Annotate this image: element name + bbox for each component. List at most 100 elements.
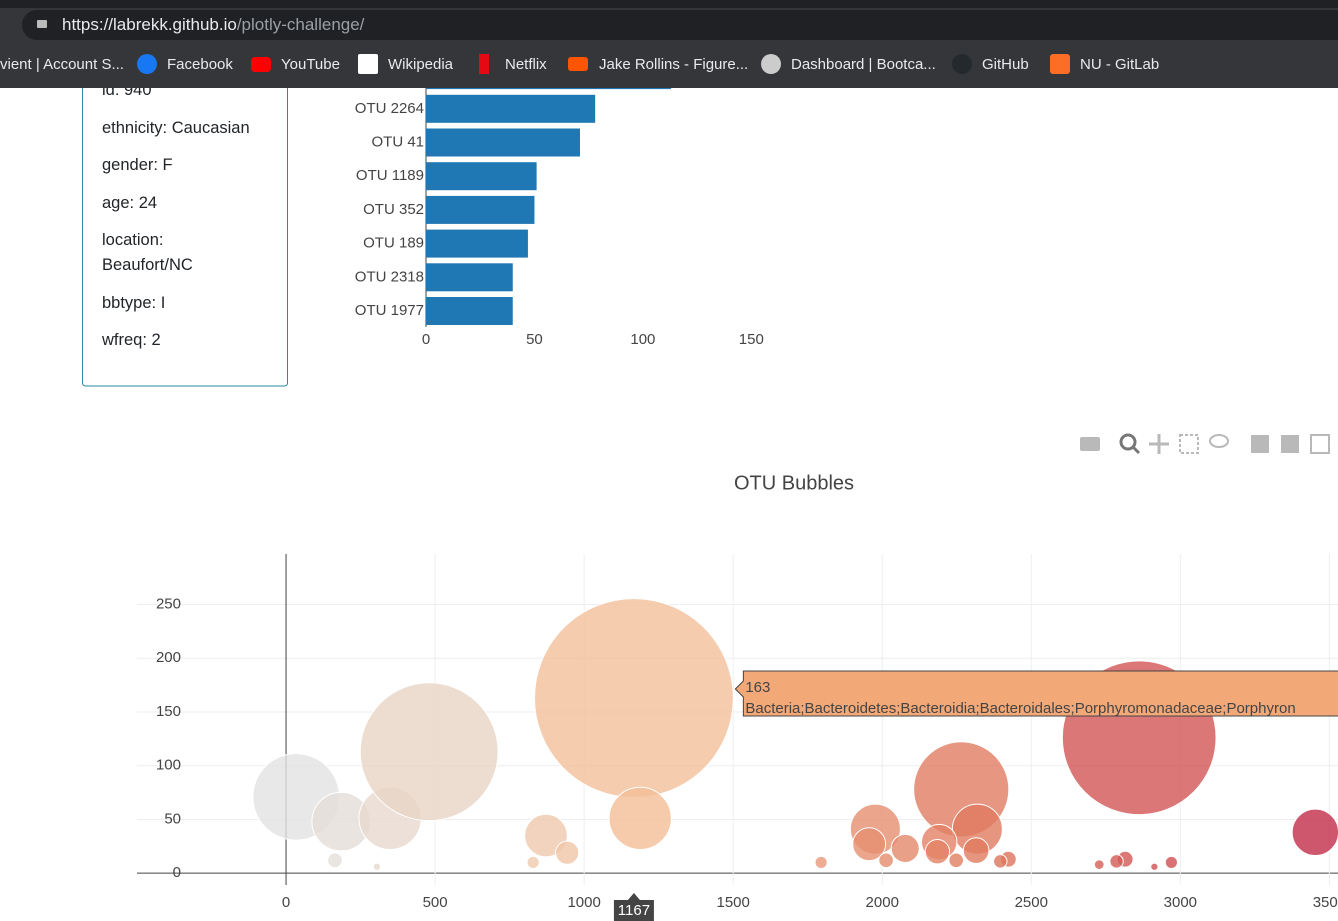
select-icon[interactable]	[1179, 434, 1199, 454]
zoom-icon[interactable]	[1119, 433, 1137, 451]
hover-box	[734, 670, 1338, 717]
bubble	[533, 598, 734, 798]
x-tick-label: 1500	[717, 894, 750, 911]
bookmark[interactable]: Netflix	[505, 56, 547, 73]
bookmark[interactable]: Facebook	[167, 56, 233, 73]
demo-item: wfreq: 2	[102, 331, 161, 349]
tab-strip	[0, 0, 1338, 8]
y-tick-label: 100	[156, 757, 181, 774]
hover-value: 163	[745, 679, 770, 696]
bubble	[852, 827, 887, 862]
x-tick-label: 2000	[866, 894, 899, 911]
y-tick-label: OTU 1977	[355, 302, 424, 319]
hover-text: Bacteria;Bacteroidetes;Bacteroidia;Bacte…	[745, 700, 1295, 717]
bookmark[interactable]: YouTube	[281, 56, 340, 73]
bookmark[interactable]: Jake Rollins - Figure...	[599, 56, 749, 73]
bubble	[555, 840, 580, 865]
y-tick-label: OTU 41	[371, 133, 424, 150]
bubble	[1093, 859, 1105, 870]
bar	[426, 195, 535, 224]
demo-item: gender: F	[102, 156, 173, 174]
bubble	[526, 855, 540, 870]
bookmark[interactable]: vient | Account S...	[0, 56, 124, 73]
autoscale-icon[interactable]	[1310, 434, 1330, 454]
modebar[interactable]	[1080, 433, 1330, 455]
y-tick-label: OTU 352	[363, 201, 424, 218]
bar	[426, 229, 528, 258]
youtube-icon	[251, 57, 271, 72]
x-tick-label: 1000	[567, 894, 600, 911]
demo-item: bbtype: I	[102, 294, 166, 312]
bubble	[1109, 854, 1124, 869]
demo-item: location: Beaufort/NC	[102, 231, 193, 274]
y-tick-label: 250	[156, 595, 181, 612]
y-tick-label: OTU 1189	[356, 167, 424, 184]
x-tick-label: 3000	[1164, 894, 1197, 911]
lock-icon	[37, 20, 47, 28]
bubble	[878, 852, 894, 869]
bookmark[interactable]: GitHub	[982, 56, 1029, 73]
bubble	[890, 833, 920, 863]
omnibox[interactable]	[22, 10, 1338, 40]
x-tick-label: 100	[630, 331, 655, 348]
bar	[426, 263, 513, 292]
toolbar: https://labrekk.github.io/plotly-challen…	[0, 8, 1338, 42]
chart-title: OTU Bubbles	[734, 472, 854, 494]
soundcloud-icon	[568, 57, 588, 71]
bar	[426, 128, 580, 157]
bookmark[interactable]: Wikipedia	[388, 56, 454, 73]
camera-icon[interactable]	[1080, 437, 1100, 451]
bubble	[814, 855, 828, 870]
globe-icon	[761, 54, 781, 74]
bubble	[524, 813, 568, 858]
y-tick-label: OTU 189	[363, 235, 424, 252]
url-path: /plotly-challenge/	[236, 15, 365, 34]
github-icon	[952, 54, 972, 74]
demo-item: age: 24	[102, 194, 158, 212]
bubble	[993, 854, 1008, 869]
bubble	[372, 862, 382, 871]
url-host: https://labrekk.github.io	[62, 15, 237, 34]
demo-item: ethnicity: Caucasian	[102, 119, 250, 137]
x-tick-label: 0	[282, 894, 290, 911]
url[interactable]: https://labrekk.github.io/plotly-challen…	[62, 15, 364, 35]
gitlab-icon	[1050, 54, 1070, 74]
bubble	[1164, 855, 1178, 870]
zoom-in-icon[interactable]	[1251, 435, 1269, 453]
bar	[426, 94, 596, 123]
y-tick-label: OTU 2264	[355, 100, 424, 117]
y-tick-label: 150	[156, 703, 181, 720]
x-hover-box	[613, 893, 654, 921]
x-tick-label: 3500	[1313, 894, 1338, 911]
bar	[426, 297, 513, 325]
bubble	[608, 786, 672, 850]
y-tick-label: 0	[173, 864, 181, 881]
lasso-icon[interactable]	[1209, 434, 1229, 448]
x-tick-label: 50	[526, 331, 543, 348]
x-tick-label: 150	[739, 331, 764, 348]
bubble	[948, 852, 964, 869]
x-tick-label: 0	[422, 331, 430, 348]
bookmark[interactable]: Dashboard | Bootca...	[791, 56, 936, 73]
bubble	[924, 838, 951, 865]
bubble	[359, 682, 499, 822]
y-tick-label: 50	[164, 810, 181, 827]
zoom-icon-handle	[1131, 445, 1141, 455]
bookmarks-bar: vient | Account S... Facebook YouTube Wi…	[0, 42, 1338, 88]
bubble	[1291, 808, 1338, 857]
y-tick-label: 200	[156, 649, 181, 666]
x-hover-label: 1167	[618, 902, 650, 919]
bar	[426, 162, 537, 191]
wikipedia-icon	[358, 54, 378, 74]
netflix-icon	[479, 54, 489, 74]
y-tick-label: OTU 2318	[355, 268, 424, 285]
x-tick-label: 2500	[1015, 894, 1048, 911]
pan-icon[interactable]	[1149, 434, 1169, 454]
bubble	[962, 837, 990, 864]
facebook-icon	[137, 54, 157, 74]
bookmark[interactable]: NU - GitLab	[1080, 56, 1160, 73]
bubble	[327, 852, 343, 869]
zoom-out-icon[interactable]	[1281, 435, 1299, 453]
